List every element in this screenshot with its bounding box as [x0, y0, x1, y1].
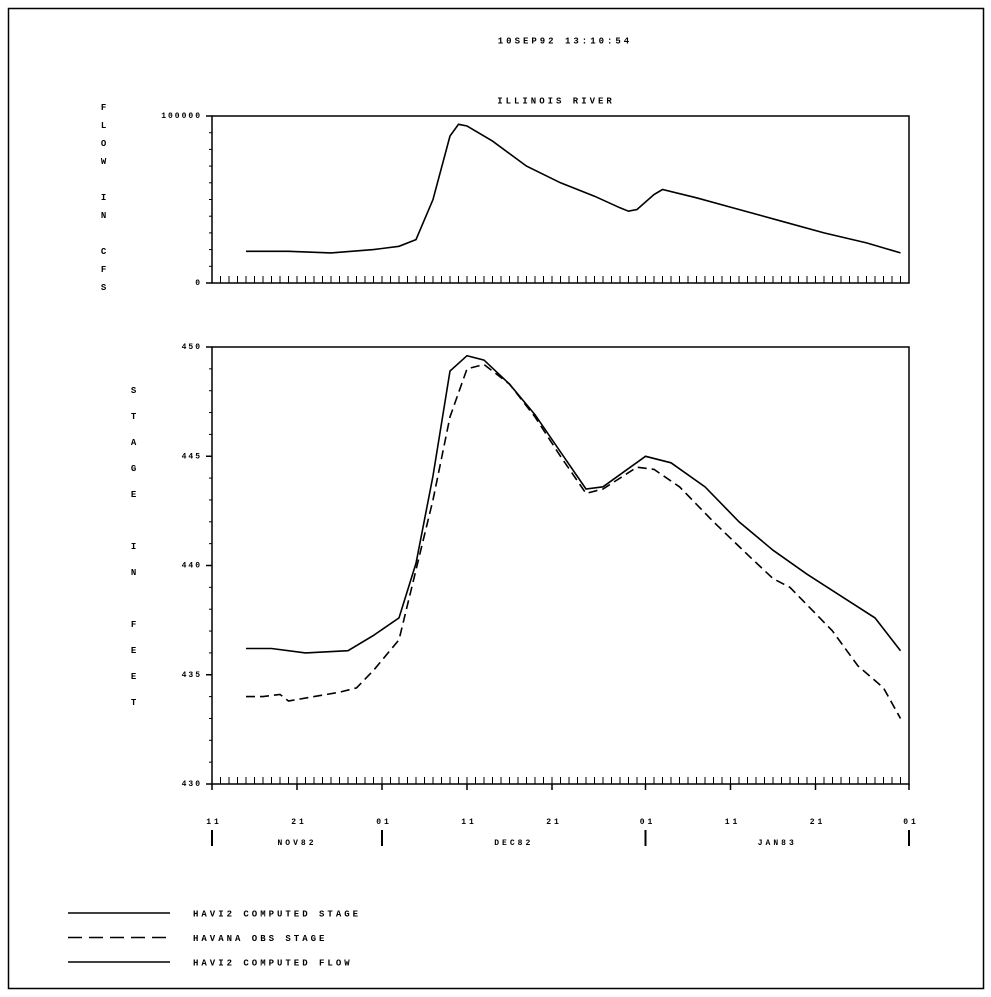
x-tick-label: 21	[291, 818, 307, 827]
month-label: DEC82	[494, 839, 533, 848]
y-tick-label: 100000	[161, 112, 202, 121]
x-tick-label: 11	[725, 818, 741, 827]
chart-title: ILLINOIS RIVER	[497, 96, 615, 106]
y-tick-label: 435	[182, 671, 202, 680]
y-axis-label: FLOW IN CFS	[99, 103, 109, 301]
x-tick-label: 21	[810, 818, 826, 827]
data-line	[246, 354, 902, 654]
y-tick-label: 0	[195, 279, 202, 288]
legend-label: HAVANA OBS STAGE	[193, 934, 327, 944]
y-tick-label: 440	[182, 562, 202, 571]
y-tick-label: 445	[182, 452, 202, 461]
data-line	[246, 363, 902, 719]
x-tick-label: 01	[903, 818, 919, 827]
month-label: NOV82	[277, 839, 316, 848]
y-tick-label: 450	[182, 343, 202, 352]
y-tick-label: 430	[182, 780, 202, 789]
plot-frame	[211, 115, 910, 284]
legend-label: HAVI2 COMPUTED STAGE	[193, 909, 361, 919]
data-line	[246, 123, 901, 254]
legend-label: HAVI2 COMPUTED FLOW	[193, 958, 353, 968]
x-tick-label: 01	[640, 818, 656, 827]
month-label: JAN83	[758, 839, 797, 848]
y-axis-label: STAGE IN FEET	[129, 386, 139, 724]
timestamp: 10SEP92 13:10:54	[498, 36, 632, 46]
x-tick-label: 01	[376, 818, 392, 827]
page-border	[7, 7, 985, 990]
x-tick-label: 11	[206, 818, 222, 827]
x-tick-label: 11	[461, 818, 477, 827]
plot-frame	[211, 346, 910, 785]
x-tick-label: 21	[546, 818, 562, 827]
